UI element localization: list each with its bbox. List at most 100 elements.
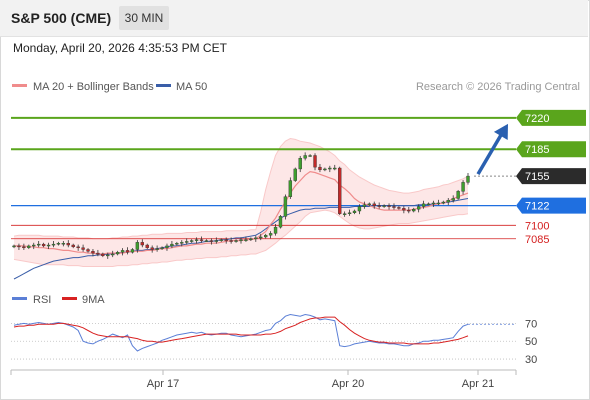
x-axis: Apr 17 Apr 20 Apr 21	[10, 369, 517, 390]
candle	[298, 155, 302, 173]
bollinger-upper-line	[13, 137, 469, 240]
ma20-legend-swatch	[12, 84, 27, 87]
candle	[283, 194, 288, 220]
timestamp: Monday, April 20, 2026 4:35:53 PM CET	[13, 41, 227, 55]
candle	[254, 235, 258, 242]
candle	[175, 241, 179, 246]
candle	[263, 233, 268, 239]
candle	[431, 200, 436, 207]
candle	[342, 211, 347, 217]
interval-button[interactable]: 30 MIN	[119, 6, 169, 30]
candle	[446, 198, 450, 206]
rsi-legend-swatch	[12, 297, 27, 300]
rsi-ma-line	[13, 316, 469, 345]
candle	[27, 244, 31, 250]
candle	[387, 203, 391, 210]
candle	[323, 167, 327, 172]
candle	[372, 201, 376, 209]
candle	[239, 237, 243, 244]
level-label-resistance-2: 7220	[525, 113, 549, 125]
candle	[71, 243, 75, 249]
candle	[155, 245, 159, 252]
candle	[244, 236, 248, 242]
candle	[185, 238, 189, 245]
candle	[125, 247, 130, 255]
x-tick-label: Apr 17	[147, 378, 179, 390]
level-label-pivot: 7122	[525, 201, 549, 213]
ma50-legend-swatch	[156, 84, 171, 87]
candle	[268, 231, 273, 239]
candle	[382, 204, 386, 208]
candle	[111, 250, 115, 258]
candle	[426, 202, 431, 206]
bollinger-band	[14, 138, 468, 267]
candle	[357, 204, 362, 215]
candle	[338, 166, 342, 216]
candle	[36, 241, 41, 248]
candle	[259, 233, 263, 241]
candle	[293, 167, 297, 182]
candle	[451, 195, 455, 203]
header-bar: S&P 500 (CME) 30 MIN	[0, 0, 588, 37]
level-labels: 7220 7185 7155 7122 7100 7085	[516, 109, 586, 246]
candle	[209, 238, 214, 245]
forecast-arrow	[476, 123, 508, 175]
candle	[377, 202, 381, 209]
candle	[412, 207, 416, 213]
candle	[130, 248, 135, 254]
candle	[41, 242, 46, 248]
ma20-legend-label: MA 20 + Bollinger Bands	[33, 81, 154, 93]
candle	[22, 243, 26, 250]
rsi-line	[13, 313, 469, 352]
candle	[278, 215, 283, 229]
candle	[367, 202, 371, 207]
level-label-resistance-1: 7185	[525, 144, 549, 156]
rsi-tick-labels: 70 50 30	[525, 318, 537, 366]
bollinger-lower-line	[13, 209, 469, 267]
candle	[288, 177, 293, 199]
rsi-ma-legend-label: 9MA	[82, 294, 105, 306]
forecast-arrow-head	[493, 123, 508, 141]
candle	[318, 164, 322, 173]
candle	[416, 204, 421, 213]
rsi-ma-legend-swatch	[62, 297, 77, 300]
level-badge-last-price	[516, 168, 586, 185]
candle	[180, 240, 184, 247]
candle	[362, 201, 367, 209]
candle	[249, 237, 253, 241]
candle	[219, 238, 223, 242]
candle	[46, 242, 51, 250]
rsi-panel: RSI 9MA 70 50 30	[11, 294, 537, 366]
candle	[436, 199, 441, 206]
candle	[61, 241, 66, 247]
level-label-last-price: 7155	[525, 171, 549, 183]
candle	[456, 189, 460, 200]
candle	[461, 180, 465, 195]
candle	[106, 252, 110, 259]
ma50-legend-label: MA 50	[176, 81, 207, 93]
candles	[12, 152, 470, 259]
candle	[402, 206, 406, 214]
candle	[303, 152, 307, 161]
candle	[234, 239, 238, 243]
candle	[407, 206, 411, 214]
candle	[392, 203, 396, 210]
candle	[165, 243, 169, 251]
candle	[199, 236, 204, 243]
candle	[328, 165, 332, 173]
candle	[81, 244, 85, 252]
candle	[101, 252, 105, 258]
candle	[120, 248, 125, 256]
x-tick-label: Apr 20	[332, 378, 364, 390]
candle	[466, 172, 470, 185]
candle	[273, 223, 278, 236]
candle	[204, 239, 209, 242]
candle	[194, 237, 199, 244]
candle	[17, 243, 21, 250]
candle	[313, 153, 317, 171]
candle	[12, 244, 16, 249]
x-ticks: Apr 17 Apr 20 Apr 21	[10, 370, 517, 390]
candle	[76, 244, 80, 251]
candle	[86, 248, 90, 253]
